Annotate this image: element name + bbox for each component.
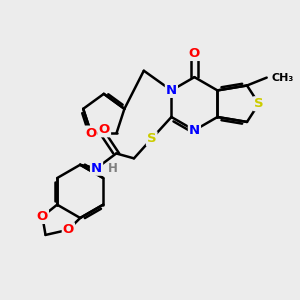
Text: O: O (37, 210, 48, 223)
Text: S: S (147, 132, 157, 145)
Text: O: O (63, 223, 74, 236)
Text: H: H (108, 162, 118, 175)
Text: O: O (99, 123, 110, 136)
Text: N: N (166, 84, 177, 97)
Text: O: O (85, 127, 97, 140)
Text: N: N (91, 162, 102, 175)
Text: S: S (254, 97, 264, 110)
Text: N: N (189, 124, 200, 137)
Text: O: O (189, 47, 200, 60)
Text: CH₃: CH₃ (272, 73, 294, 82)
